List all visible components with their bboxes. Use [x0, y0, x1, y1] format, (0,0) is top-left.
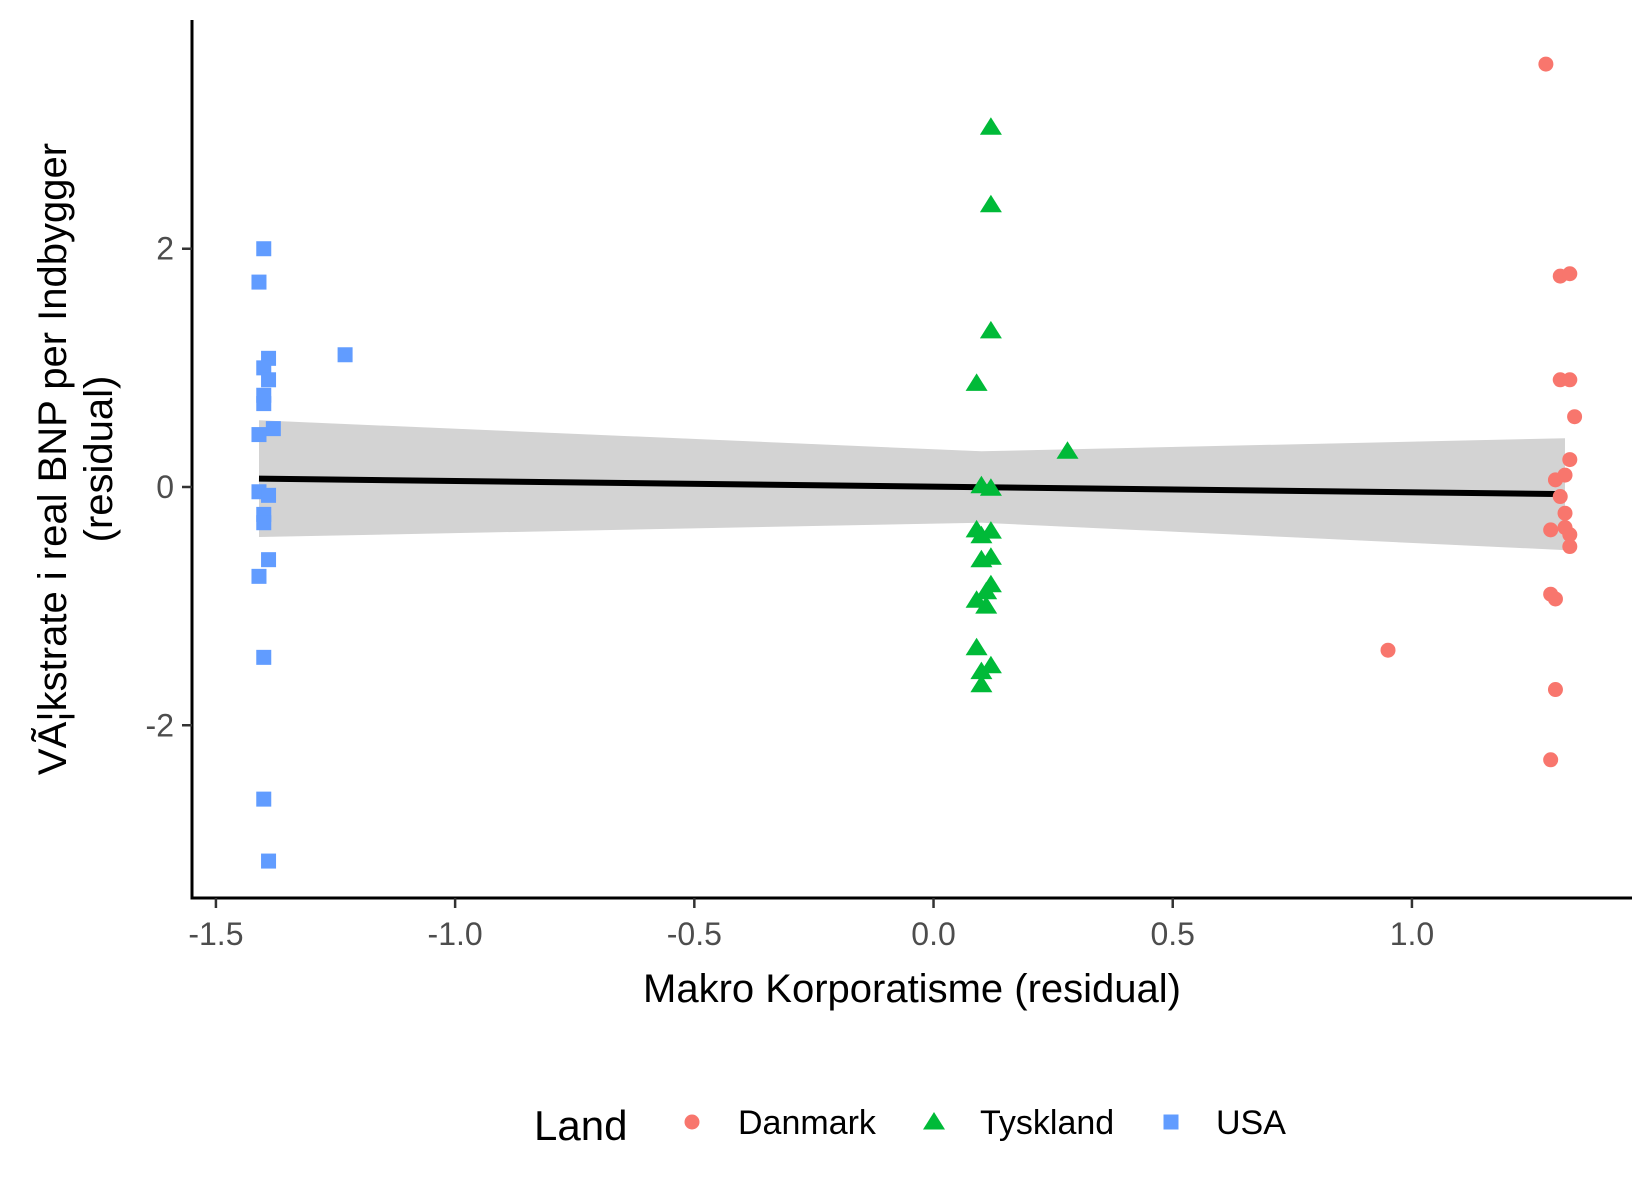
regression-line	[258, 475, 1566, 498]
y-tick-label: -2	[146, 707, 174, 743]
data-point	[1562, 372, 1578, 388]
legend-item-danmark: Danmark	[684, 1104, 877, 1142]
data-point	[970, 674, 993, 693]
data-point	[256, 360, 272, 376]
y-axis-title-line-1: VÃ¦kstrate i real BNP per Indbygger	[30, 143, 75, 775]
data-point	[979, 478, 1002, 496]
data-point	[1547, 682, 1563, 698]
series-usa	[251, 241, 353, 869]
data-point	[1543, 522, 1559, 538]
x-axis-title: Makro Korporatisme (residual)	[643, 967, 1181, 1011]
data-point	[256, 791, 272, 807]
x-tick-label: -0.5	[667, 916, 722, 952]
data-point	[261, 853, 277, 869]
data-point	[1552, 489, 1568, 505]
data-point	[965, 637, 988, 656]
data-point	[251, 568, 267, 584]
data-point	[970, 661, 993, 680]
data-point	[1547, 591, 1563, 607]
data-point	[1567, 409, 1583, 425]
data-point	[1557, 505, 1573, 521]
data-point	[1543, 752, 1559, 768]
data-point	[1562, 527, 1578, 543]
data-point	[261, 552, 277, 568]
legend-label: Danmark	[738, 1104, 877, 1142]
data-point	[1538, 56, 1554, 72]
legend-title: Land	[534, 1102, 627, 1149]
data-point	[970, 525, 993, 544]
data-point	[1380, 642, 1396, 658]
data-point	[265, 421, 281, 437]
data-point	[975, 581, 998, 600]
data-point	[256, 241, 272, 257]
data-points-layer	[251, 56, 1583, 869]
x-tick-label: 1.0	[1390, 916, 1434, 952]
data-point	[979, 117, 1002, 135]
legend-key-circle	[684, 1114, 700, 1130]
series-tyskland	[965, 117, 1079, 693]
x-tick-label: -1.0	[428, 916, 483, 952]
data-point	[337, 347, 353, 363]
data-point	[256, 396, 272, 412]
data-point	[251, 274, 267, 290]
x-tick-label: -1.5	[188, 916, 243, 952]
data-point	[979, 320, 1002, 339]
data-point	[251, 427, 267, 443]
legend-key-square	[1163, 1114, 1179, 1130]
y-axis-title-line-2: (residual)	[77, 376, 121, 543]
data-point	[1562, 539, 1578, 555]
legend-label: Tyskland	[980, 1104, 1114, 1142]
series-danmark	[1380, 56, 1583, 768]
data-point	[1056, 441, 1079, 459]
data-point	[261, 487, 277, 503]
data-point	[1562, 266, 1578, 282]
legend-key-triangle	[923, 1112, 945, 1130]
y-tick-label: 0	[156, 469, 174, 505]
legend-item-tyskland: Tyskland	[923, 1104, 1114, 1142]
y-axis-title: VÃ¦kstrate i real BNP per Indbygger (res…	[30, 143, 121, 775]
axes-layer: -1.5 -1.0 -0.5 0.0 0.5 1.0 -2 0 2	[146, 20, 1632, 952]
data-point	[256, 515, 272, 531]
legend-items: Danmark Tyskland USA	[684, 1104, 1286, 1142]
legend-label: USA	[1216, 1104, 1286, 1142]
data-point	[1562, 452, 1578, 468]
x-tick-label: 0.5	[1150, 916, 1194, 952]
data-point	[1557, 467, 1573, 483]
data-point	[979, 194, 1002, 213]
legend-item-usa: USA	[1163, 1104, 1286, 1142]
y-tick-label: 2	[156, 231, 174, 267]
data-point	[975, 596, 998, 614]
regression-line-layer	[258, 475, 1566, 498]
data-point	[256, 649, 272, 665]
data-point	[979, 547, 1002, 565]
x-tick-label: 0.0	[911, 916, 955, 952]
data-point	[261, 372, 277, 388]
legend: Land Danmark Tyskland USA	[534, 1102, 1286, 1149]
data-point	[965, 373, 988, 391]
